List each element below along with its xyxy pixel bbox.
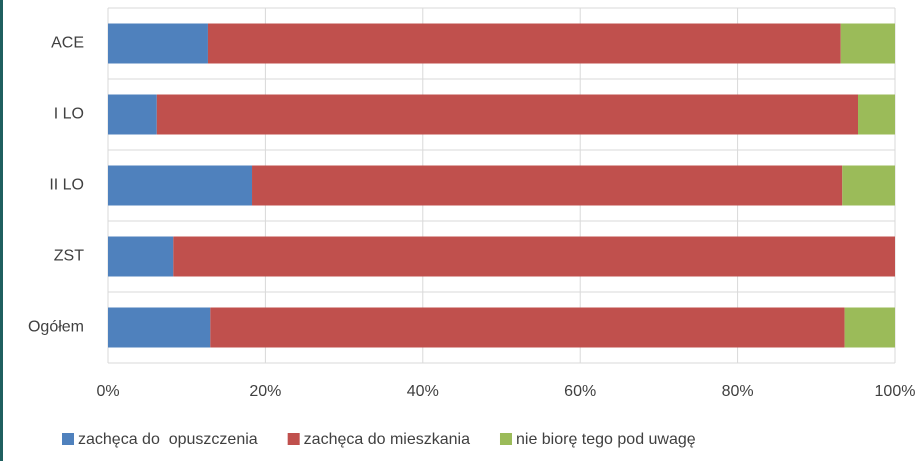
bar-segment <box>108 165 253 206</box>
y-tick-label: ZST <box>54 248 84 265</box>
legend-swatch <box>287 433 300 445</box>
legend-label: nie biorę tego pod uwagę <box>516 431 696 448</box>
y-tick-label: Ogółem <box>28 319 84 336</box>
bar-segment <box>858 94 895 135</box>
bar-segment <box>108 94 157 135</box>
y-tick-label: ACE <box>51 35 84 52</box>
legend-label: zachęca do opuszczenia <box>78 431 258 448</box>
edge-strip <box>0 0 3 461</box>
bar-segment <box>156 94 859 135</box>
bar-segment <box>108 236 174 277</box>
x-tick-label: 40% <box>407 383 439 400</box>
bar-segment <box>840 23 895 64</box>
y-tick-label: II LO <box>49 177 84 194</box>
y-tick-label: I LO <box>54 106 84 123</box>
x-tick-label: 100% <box>875 383 916 400</box>
bar-segment <box>207 23 841 64</box>
x-tick-label: 60% <box>564 383 596 400</box>
bar-segment <box>108 23 208 64</box>
bar-segment <box>173 236 896 277</box>
bar-segment <box>108 307 211 348</box>
x-tick-label: 80% <box>722 383 754 400</box>
x-tick-label: 20% <box>249 383 281 400</box>
legend-label: zachęca do mieszkania <box>304 431 470 448</box>
legend-swatch <box>62 433 74 445</box>
bar-segment <box>210 307 845 348</box>
bar-segment <box>842 165 895 206</box>
x-tick-label: 0% <box>96 383 119 400</box>
bar-segment <box>252 165 843 206</box>
bar-segment <box>844 307 895 348</box>
legend-swatch <box>499 433 512 445</box>
